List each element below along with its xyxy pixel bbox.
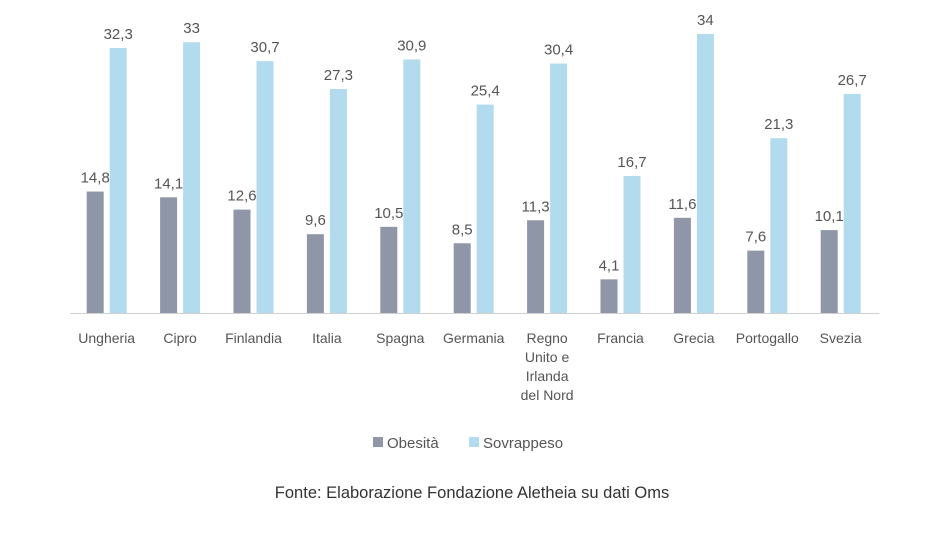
value-label-obesita-0: 14,8 [81, 170, 110, 187]
bar-sovrappeso-5 [476, 104, 494, 313]
bar-obesita-5 [453, 243, 471, 313]
bar-obesita-3 [306, 234, 324, 313]
bar-sovrappeso-7 [623, 175, 641, 313]
bar-sovrappeso-0 [109, 47, 127, 313]
bar-sovrappeso-2 [256, 61, 274, 314]
category-label-6: Regno Unito e Irlanda del Nord [521, 330, 574, 403]
legend-swatch-obesita [373, 437, 383, 447]
category-label-3: Italia [312, 330, 342, 346]
bar-obesita-4 [380, 226, 398, 313]
bar-sovrappeso-8 [696, 34, 714, 313]
value-label-sovrappeso-2: 30,7 [250, 39, 279, 56]
category-label-10: Svezia [820, 330, 862, 346]
bar-obesita-6 [527, 220, 545, 313]
category-labels-group: Ungheria Cipro Finlandia Italia Spagna German… [78, 330, 862, 403]
value-label-obesita-8: 11,6 [668, 196, 696, 213]
bars-group [86, 34, 861, 314]
value-label-obesita-9: 7,6 [745, 229, 766, 246]
bar-sovrappeso-1 [183, 42, 201, 314]
bar-sovrappeso-10 [843, 93, 861, 313]
bar-sovrappeso-6 [550, 63, 568, 314]
value-label-obesita-4: 10,5 [374, 205, 403, 222]
category-label-7: Francia [597, 330, 644, 346]
value-label-sovrappeso-4: 30,9 [397, 37, 426, 54]
category-label-2: Finlandia [225, 330, 282, 346]
bar-sovrappeso-4 [403, 59, 421, 314]
value-label-obesita-6: 11,3 [522, 198, 550, 215]
bar-obesita-7 [600, 279, 618, 313]
legend-swatch-sovrappeso [469, 437, 479, 447]
bar-sovrappeso-9 [770, 138, 788, 313]
source-note: Fonte: Elaborazione Fondazione Aletheia … [274, 484, 670, 502]
value-label-obesita-2: 12,6 [227, 188, 256, 205]
legend-label-sovrappeso: Sovrappeso [483, 435, 563, 452]
value-label-sovrappeso-8: 34 [697, 12, 714, 29]
category-label-1: Cipro [163, 330, 197, 346]
bar-obesita-9 [747, 250, 765, 313]
value-label-obesita-10: 10,1 [815, 208, 844, 225]
value-label-sovrappeso-1: 33 [183, 20, 200, 37]
value-label-obesita-1: 14,1 [154, 175, 183, 192]
value-label-sovrappeso-10: 26,7 [838, 72, 867, 89]
value-label-sovrappeso-7: 16,7 [617, 154, 646, 171]
value-label-obesita-7: 4,1 [599, 257, 620, 274]
category-label-8: Grecia [673, 330, 714, 346]
category-label-0: Ungheria [78, 330, 135, 346]
bar-obesita-2 [233, 209, 251, 313]
value-label-obesita-3: 9,6 [305, 212, 326, 229]
bar-obesita-8 [673, 217, 691, 313]
bar-obesita-10 [820, 230, 838, 313]
value-label-sovrappeso-0: 32,3 [104, 26, 133, 43]
legend-label-obesita: Obesità [387, 435, 439, 452]
bar-obesita-0 [86, 191, 104, 313]
value-label-obesita-5: 8,5 [452, 221, 473, 238]
legend: Obesità Sovrappeso [373, 435, 563, 452]
bar-obesita-1 [160, 197, 178, 313]
value-label-sovrappeso-5: 25,4 [471, 83, 500, 100]
value-label-sovrappeso-3: 27,3 [324, 67, 353, 84]
bar-sovrappeso-3 [329, 88, 347, 314]
value-label-sovrappeso-9: 21,3 [764, 116, 793, 133]
value-labels-group: 14,8 32,3 14,1 33 12,6 30,7 9,6 27,3 10,5 30,9 8,5… [81, 12, 867, 274]
value-label-sovrappeso-6: 30,4 [544, 42, 573, 59]
category-label-9: Portogallo [736, 330, 799, 346]
category-label-4: Spagna [376, 330, 424, 346]
category-label-5: Germania [443, 330, 505, 346]
